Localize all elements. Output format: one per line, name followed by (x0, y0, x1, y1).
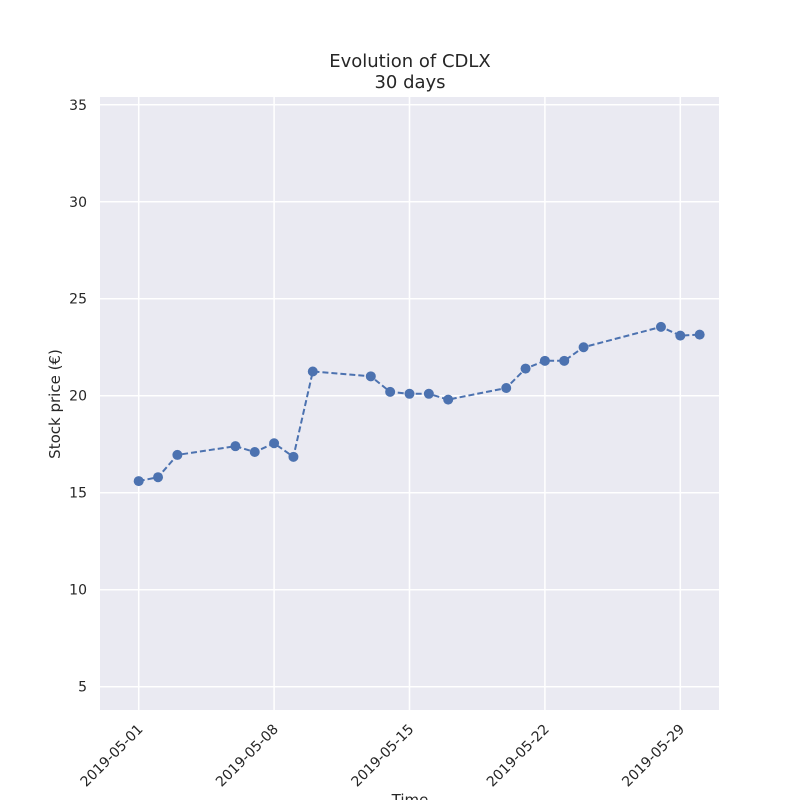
data-point (539, 355, 550, 366)
x-tick-label: 2019-05-22 (484, 722, 553, 791)
y-tick-label: 35 (69, 98, 87, 114)
data-point (443, 394, 454, 405)
y-tick-label: 10 (69, 583, 87, 599)
grid (100, 97, 719, 710)
x-tick-label: 2019-05-29 (619, 722, 688, 791)
data-point (385, 386, 396, 397)
data-point (559, 355, 570, 366)
chart-title: Evolution of CDLX (329, 51, 491, 72)
x-tick-label: 2019-05-15 (348, 722, 417, 791)
x-tick-label: 2019-05-08 (213, 722, 282, 791)
data-point (307, 366, 318, 377)
data-point (288, 451, 299, 462)
data-point (172, 449, 183, 460)
data-point (365, 371, 376, 382)
y-tick-labels: 5 10 15 20 25 30 35 (69, 98, 87, 696)
data-point (423, 388, 434, 399)
chart-subtitle: 30 days (374, 72, 445, 93)
y-tick-label: 30 (69, 195, 87, 211)
data-point (404, 388, 415, 399)
x-axis-label: Time (391, 791, 429, 800)
data-point (520, 363, 531, 374)
data-point (153, 472, 164, 483)
y-tick-label: 5 (78, 680, 87, 696)
data-point (655, 321, 666, 332)
data-point (578, 342, 589, 353)
y-tick-label: 15 (69, 486, 87, 502)
series (133, 321, 705, 487)
data-point (133, 476, 144, 487)
x-tick-labels: 2019-05-01 2019-05-08 2019-05-15 2019-05-22… (78, 722, 688, 791)
data-point (269, 438, 280, 449)
data-point (230, 441, 241, 452)
data-point (501, 382, 512, 393)
y-tick-label: 25 (69, 292, 87, 308)
x-tick-label: 2019-05-01 (78, 722, 147, 791)
y-axis-label: Stock price (€) (46, 349, 64, 459)
data-point (694, 329, 705, 340)
y-tick-label: 20 (69, 389, 87, 405)
data-point (249, 446, 260, 457)
data-point (675, 330, 686, 341)
